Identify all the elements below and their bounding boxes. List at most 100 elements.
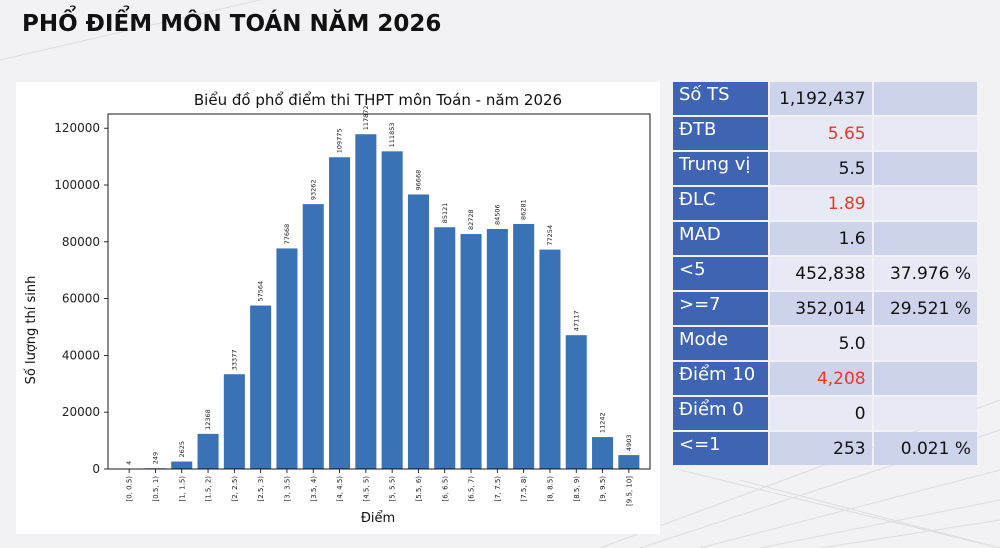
page-title: PHỔ ĐIỂM MÔN TOÁN NĂM 2026 xyxy=(22,11,442,37)
bar xyxy=(565,335,587,469)
stats-row: <5 452,838 37.976 % xyxy=(673,257,977,290)
bar xyxy=(223,374,245,469)
bar-value-label: 86281 xyxy=(520,199,528,220)
stat-label: Điểm 0 xyxy=(673,397,769,430)
bar xyxy=(355,134,377,469)
x-tick-label: [7, 7.5) xyxy=(494,476,502,502)
stat-value: 1,192,437 xyxy=(770,82,872,115)
x-tick-label: [2.5, 3) xyxy=(257,476,265,502)
stat-label: <=1 xyxy=(673,432,769,465)
stat-label: <5 xyxy=(673,257,769,290)
x-tick-label: [4, 4.5) xyxy=(336,476,344,502)
chart-panel: Biểu đồ phổ điểm thi THPT môn Toán - năm… xyxy=(16,82,660,534)
x-tick-label: [8.5, 9) xyxy=(573,476,581,502)
plot-frame xyxy=(107,113,651,470)
stats-row: ĐLC 1.89 xyxy=(673,187,977,220)
stats-row: Số TS 1,192,437 xyxy=(673,82,977,115)
stat-label: Số TS xyxy=(673,82,769,115)
bar xyxy=(197,433,219,469)
y-axis-label: Số lượng thí sinh xyxy=(24,276,39,385)
x-tick-label: [1, 1.5) xyxy=(178,476,186,502)
stat-percent: 37.976 % xyxy=(873,257,977,290)
x-tick-label: [0.5, 1) xyxy=(152,476,160,502)
stat-percent xyxy=(873,327,977,360)
stat-label: Điểm 10 xyxy=(673,362,769,395)
bar-value-label: 85121 xyxy=(441,203,449,224)
bar-value-label: 111853 xyxy=(388,123,396,148)
stat-percent xyxy=(873,187,977,220)
bar-value-label: 82728 xyxy=(467,209,475,230)
bar xyxy=(171,461,193,469)
x-tick-label: [3.5, 4) xyxy=(310,476,318,502)
x-tick-label: [5, 5.5) xyxy=(389,476,397,502)
y-tick-label: 100000 xyxy=(54,178,100,192)
stat-value: 0 xyxy=(770,397,872,430)
bar xyxy=(381,151,403,470)
stats-row: <=1 253 0.021 % xyxy=(673,432,977,465)
y-tick-label: 0 xyxy=(92,462,100,476)
stats-row: >=7 352,014 29.521 % xyxy=(673,292,977,325)
x-tick-label: [9.5, 10] xyxy=(625,476,633,506)
bar xyxy=(434,227,456,469)
x-tick-label: [9, 9.5) xyxy=(599,476,607,502)
bar xyxy=(407,194,429,469)
bar-value-label: 93262 xyxy=(309,179,317,200)
x-axis-label: Điểm xyxy=(361,511,395,526)
stat-value: 5.5 xyxy=(770,152,872,185)
bar xyxy=(513,223,535,469)
x-tick-label: [4.5, 5) xyxy=(362,476,370,502)
bar-value-label: 249 xyxy=(151,452,159,464)
bar-value-label: 109775 xyxy=(336,128,344,153)
stat-label: Trung vị xyxy=(673,152,769,185)
stat-percent: 0.021 % xyxy=(873,432,977,465)
bar xyxy=(486,229,508,469)
stats-row: Mode 5.0 xyxy=(673,327,977,360)
y-tick-label: 40000 xyxy=(62,348,100,362)
bar-value-label: 2625 xyxy=(178,441,186,458)
stat-value: 452,838 xyxy=(770,257,872,290)
bar-value-label: 77668 xyxy=(283,224,291,245)
stat-label: ĐTB xyxy=(673,117,769,150)
stats-row: MAD 1.6 xyxy=(673,222,977,255)
x-tick-label: [6, 6.5) xyxy=(441,476,449,502)
x-tick-label: [2, 2.5) xyxy=(231,476,239,502)
bar xyxy=(618,455,640,469)
bar xyxy=(460,234,482,469)
y-tick-label: 80000 xyxy=(62,235,100,249)
y-tick-label: 20000 xyxy=(62,405,100,419)
x-tick-label: [8, 8.5) xyxy=(546,476,554,502)
stat-label: >=7 xyxy=(673,292,769,325)
bar-value-label: 33377 xyxy=(230,350,238,371)
bar-value-label: 117872 xyxy=(362,105,370,130)
bar-value-label: 84506 xyxy=(493,204,501,225)
stat-value: 253 xyxy=(770,432,872,465)
stats-row: Điểm 10 4,208 xyxy=(673,362,977,395)
stat-label: ĐLC xyxy=(673,187,769,220)
x-tick-label: [0, 0.5) xyxy=(126,476,134,502)
stat-percent: 29.521 % xyxy=(873,292,977,325)
stats-table: Số TS 1,192,437 ĐTB 5.65 Trung vị 5.5 ĐLC 1.89 M… xyxy=(671,80,979,467)
stat-label: Mode xyxy=(673,327,769,360)
bar-value-label: 77254 xyxy=(546,225,554,246)
x-tick-label: [1.5, 2) xyxy=(205,476,213,502)
x-tick-label: [5.5, 6) xyxy=(415,476,423,502)
bar xyxy=(302,204,324,469)
bar xyxy=(539,249,561,469)
stat-percent xyxy=(873,397,977,430)
bar-value-label: 4 xyxy=(125,461,133,465)
bar-value-label: 96668 xyxy=(414,170,422,191)
bar-value-label: 4903 xyxy=(625,435,633,452)
bar xyxy=(329,157,351,469)
y-tick-label: 120000 xyxy=(54,121,100,135)
histogram-chart: Biểu đồ phổ điểm thi THPT môn Toán - năm… xyxy=(24,91,651,526)
stat-percent xyxy=(873,152,977,185)
bar-value-label: 11242 xyxy=(599,412,607,433)
x-tick-label: [6.5, 7) xyxy=(468,476,476,502)
bar xyxy=(250,305,272,469)
bar-value-label: 57564 xyxy=(257,281,265,302)
stat-value: 4,208 xyxy=(770,362,872,395)
stat-label: MAD xyxy=(673,222,769,255)
bar xyxy=(592,437,614,469)
stat-percent xyxy=(873,362,977,395)
x-tick-label: [7.5, 8) xyxy=(520,476,528,502)
